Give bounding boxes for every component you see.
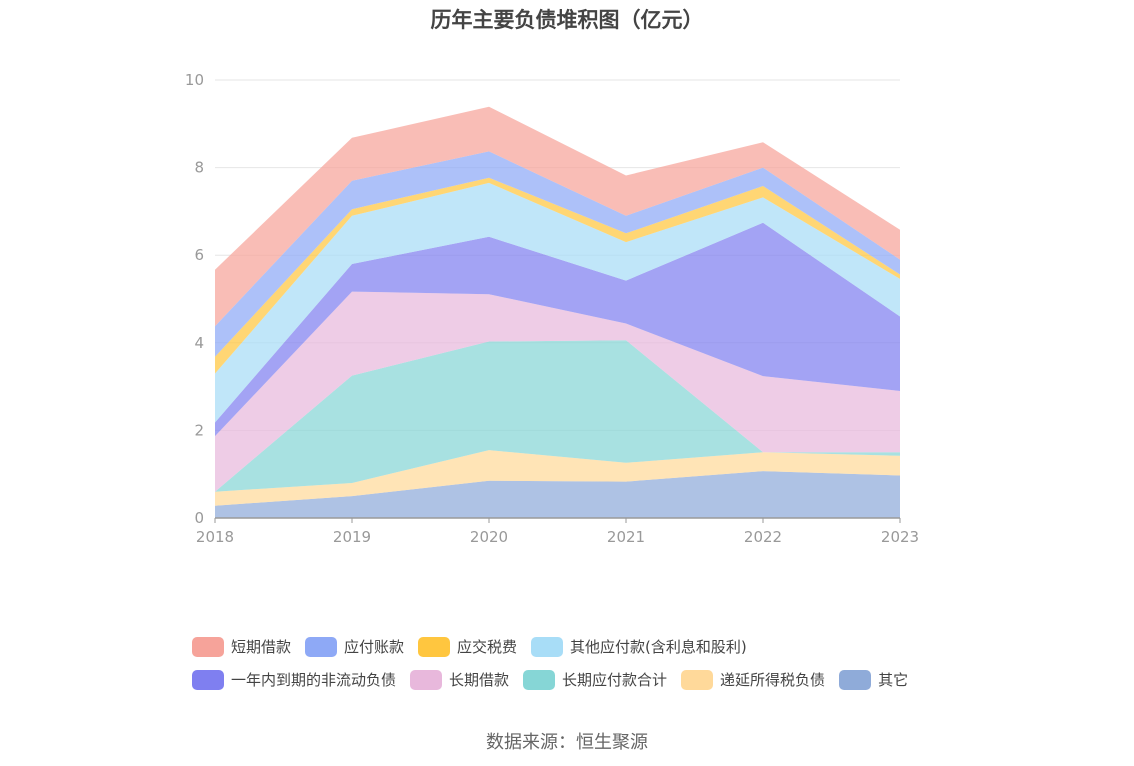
legend-label: 其它	[878, 671, 909, 689]
legend-swatch	[410, 669, 443, 690]
stacked-areas	[215, 106, 900, 518]
area-series-3	[215, 291, 900, 492]
x-tick-label: 2019	[333, 528, 371, 546]
legend-item[interactable]: 其它	[839, 669, 908, 690]
y-tick-label: 4	[194, 334, 204, 352]
legend-label: 长期借款	[449, 671, 510, 689]
area-series-5	[215, 182, 900, 423]
y-tick-label: 6	[194, 246, 204, 264]
legend-label: 其他应付款(含利息和股利)	[570, 638, 747, 656]
legend-item[interactable]: 应付账款	[305, 636, 404, 657]
area-series-8	[215, 106, 900, 327]
data-source: 数据来源：恒生聚源	[486, 732, 648, 753]
legend-row: 一年内到期的非流动负债 长期借款 长期应付款合计 递延所得税负债 其它	[192, 663, 1012, 696]
legend-swatch	[681, 669, 714, 690]
legend-swatch	[305, 636, 338, 657]
legend-swatch	[839, 669, 872, 690]
legend-item[interactable]: 一年内到期的非流动负债	[192, 669, 396, 690]
legend-row: 短期借款 应付账款 应交税费 其他应付款(含利息和股利)	[192, 630, 1012, 663]
legend-item[interactable]: 递延所得税负债	[681, 669, 825, 690]
legend-swatch	[531, 636, 564, 657]
legend-label: 短期借款	[231, 638, 292, 656]
legend-swatch	[523, 669, 556, 690]
legend-item[interactable]: 长期应付款合计	[523, 669, 667, 690]
chart-title: 历年主要负债堆积图（亿元）	[430, 8, 704, 32]
legend-label: 递延所得税负债	[720, 671, 826, 689]
legend-label: 应交税费	[457, 638, 518, 656]
legend-swatch	[418, 636, 451, 657]
y-tick-label: 10	[185, 71, 204, 89]
legend-label: 应付账款	[344, 638, 405, 656]
y-tick-label: 8	[194, 159, 204, 177]
legend-item[interactable]: 应交税费	[418, 636, 517, 657]
area-series-0	[215, 471, 900, 518]
y-tick-label: 2	[194, 421, 204, 439]
x-tick-label: 2020	[470, 528, 508, 546]
legend-label: 一年内到期的非流动负债	[231, 671, 397, 689]
legend-swatch	[192, 636, 224, 657]
legend-item[interactable]: 短期借款	[192, 636, 291, 657]
axes: 0 2 4 6 8 10 2018 2019 2020 2021 2022 2023	[185, 71, 919, 546]
x-tick-label: 2023	[881, 528, 919, 546]
legend-item[interactable]: 其他应付款(含利息和股利)	[531, 636, 747, 657]
legend-item[interactable]: 长期借款	[410, 669, 509, 690]
x-tick-label: 2018	[196, 528, 234, 546]
area-series-7	[215, 151, 900, 357]
area-series-4	[215, 222, 900, 437]
area-series-1	[215, 450, 900, 506]
area-series-2	[215, 340, 900, 492]
legend: 短期借款 应付账款 应交税费 其他应付款(含利息和股利) 一年内到期的非流动负债 长期借款…	[192, 630, 1012, 696]
y-tick-label: 0	[194, 509, 204, 527]
legend-label: 长期应付款合计	[562, 671, 668, 689]
x-tick-label: 2021	[607, 528, 645, 546]
x-tick-label: 2022	[744, 528, 782, 546]
chart-plot: 0 2 4 6 8 10 2018 2019 2020 2021 2022 2023	[185, 71, 919, 546]
legend-swatch	[192, 669, 224, 690]
